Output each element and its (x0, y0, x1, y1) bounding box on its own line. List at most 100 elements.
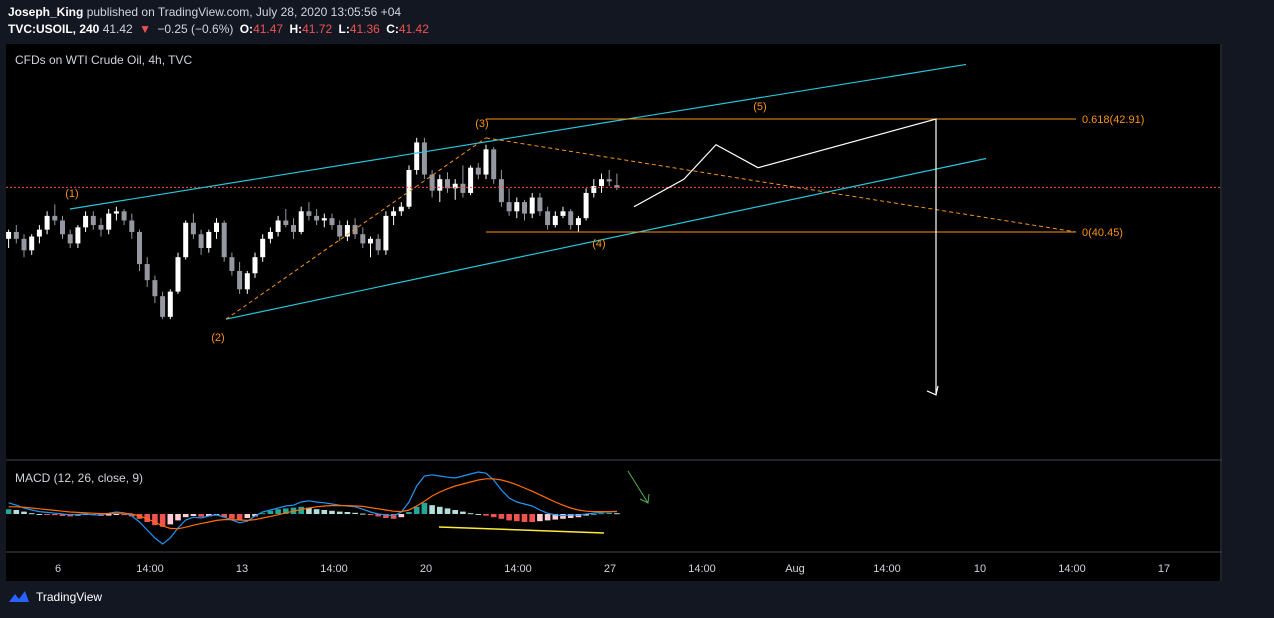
macd-histogram-bar (544, 514, 551, 521)
x-tick-label: 27 (604, 563, 616, 575)
macd-histogram-bar (506, 514, 512, 521)
publish-line: Joseph_King published on TradingView.com… (8, 4, 432, 21)
candles (6, 137, 620, 320)
macd-histogram-bar (28, 513, 35, 515)
candle-body (445, 179, 450, 189)
macd-histogram-bar (336, 511, 343, 514)
macd-histogram-bar (475, 514, 482, 515)
candle-body (391, 211, 397, 216)
open-label: O: (239, 22, 254, 36)
candle-body (614, 185, 620, 188)
macd-histogram-bar (236, 514, 243, 520)
candle-body (267, 231, 273, 239)
macd-histogram-bar (583, 514, 589, 516)
wave-dashed-line (485, 137, 1077, 233)
last-price: 41.42 (102, 22, 133, 36)
candle-body (221, 222, 227, 258)
x-tick-label: 14:00 (136, 563, 164, 575)
candle-body (360, 234, 366, 244)
macd-histogram-bar (298, 506, 304, 514)
macd-histogram-bar (221, 514, 227, 518)
macd-histogram-bar (167, 514, 174, 525)
high-value: 41.72 (302, 22, 333, 36)
macd-histogram-bar (44, 514, 50, 515)
candle-body (429, 174, 435, 191)
macd-histogram-bar (306, 507, 312, 514)
candle-body (252, 257, 258, 274)
macd-histogram-bar (198, 514, 204, 517)
fib-label: 0(40.45) (1082, 227, 1123, 239)
candle-body (229, 257, 235, 271)
candle-body (113, 211, 119, 214)
candle-body (337, 225, 343, 237)
macd-histogram-bar (144, 514, 150, 522)
candle-body (498, 179, 504, 203)
wave-label: (5) (753, 101, 766, 113)
x-tick-label: 14:00 (873, 563, 901, 575)
open-value: 41.47 (253, 22, 284, 36)
candle-body (244, 273, 250, 290)
candle-body (6, 231, 12, 239)
macd-histogram-bar (437, 506, 443, 514)
candle-body (368, 238, 373, 244)
wave-dashed-line (225, 137, 487, 320)
candle-body (283, 220, 289, 226)
macd-histogram-bar (452, 510, 458, 514)
grid (6, 44, 1222, 581)
green-arrowhead-icon (639, 493, 650, 504)
chart-header: Joseph_King published on TradingView.com… (8, 4, 432, 38)
candle-body (175, 257, 181, 292)
author-name[interactable]: Joseph_King (8, 5, 84, 19)
channel-upper-line (69, 63, 967, 210)
macd-histogram-bar (429, 505, 435, 514)
macd-histogram-bar (421, 502, 428, 514)
x-tick-label: Aug (785, 563, 805, 575)
candle-body (106, 213, 112, 230)
published-text: published on TradingView.com, July 28, 2… (86, 5, 402, 19)
x-tick-label: 14:00 (1058, 563, 1086, 575)
macd-histogram-bar (182, 514, 189, 518)
macd-histogram-bar (344, 512, 351, 514)
x-tick-label: 6 (55, 563, 61, 575)
candle-body (13, 231, 19, 239)
candle-body (560, 211, 566, 216)
x-tick-label: 14:00 (320, 563, 348, 575)
candle-body (545, 211, 551, 226)
tradingview-logo-icon (9, 591, 29, 602)
candle-body (514, 202, 520, 212)
macd-histogram-bar (521, 514, 528, 522)
candle-body (152, 280, 158, 297)
price-chart[interactable]: 0.618(42.91) 0(40.45) (1) (2) (3) (4) (5) 44.0… (6, 44, 1222, 581)
macd-histogram-bar (406, 512, 412, 514)
candle-body (522, 202, 527, 214)
macd-histogram-bar (467, 513, 474, 515)
macd-histogram-bar (105, 514, 112, 516)
candle-body (437, 179, 443, 191)
candle-body (29, 236, 35, 251)
fib-label: 0.618(42.91) (1082, 114, 1144, 126)
macd-histogram-bar (490, 514, 497, 518)
candle-body (460, 183, 466, 193)
macd-histogram-bar (444, 508, 451, 514)
chart-panel[interactable]: 0.618(42.91) 0(40.45) (1) (2) (3) (4) (5) 44.0… (6, 44, 1222, 581)
macd-histogram-bar (267, 510, 274, 514)
macd-histogram-bar (13, 510, 20, 514)
candle-body (599, 179, 604, 187)
candle-body (552, 215, 558, 226)
macd-histogram-bar (598, 513, 605, 515)
candle-body (98, 225, 104, 230)
candle-body (206, 231, 212, 249)
candle-body (468, 167, 474, 193)
x-tick-label: 14:00 (688, 563, 716, 575)
candle-body (237, 270, 243, 290)
candle-body (137, 231, 142, 265)
down-triangle-icon: ▼ (139, 22, 151, 36)
candle-body (483, 149, 489, 175)
macd-histogram-bar (36, 514, 43, 515)
macd-histogram-bar (275, 509, 281, 514)
candle-body (398, 206, 404, 212)
drawings: 0.618(42.91) 0(40.45) (1) (2) (3) (4) (5) (6, 63, 1220, 396)
macd-histogram-bar (190, 514, 197, 516)
macd-histogram-bar (460, 511, 466, 514)
brand-text[interactable]: TradingView (36, 590, 103, 604)
